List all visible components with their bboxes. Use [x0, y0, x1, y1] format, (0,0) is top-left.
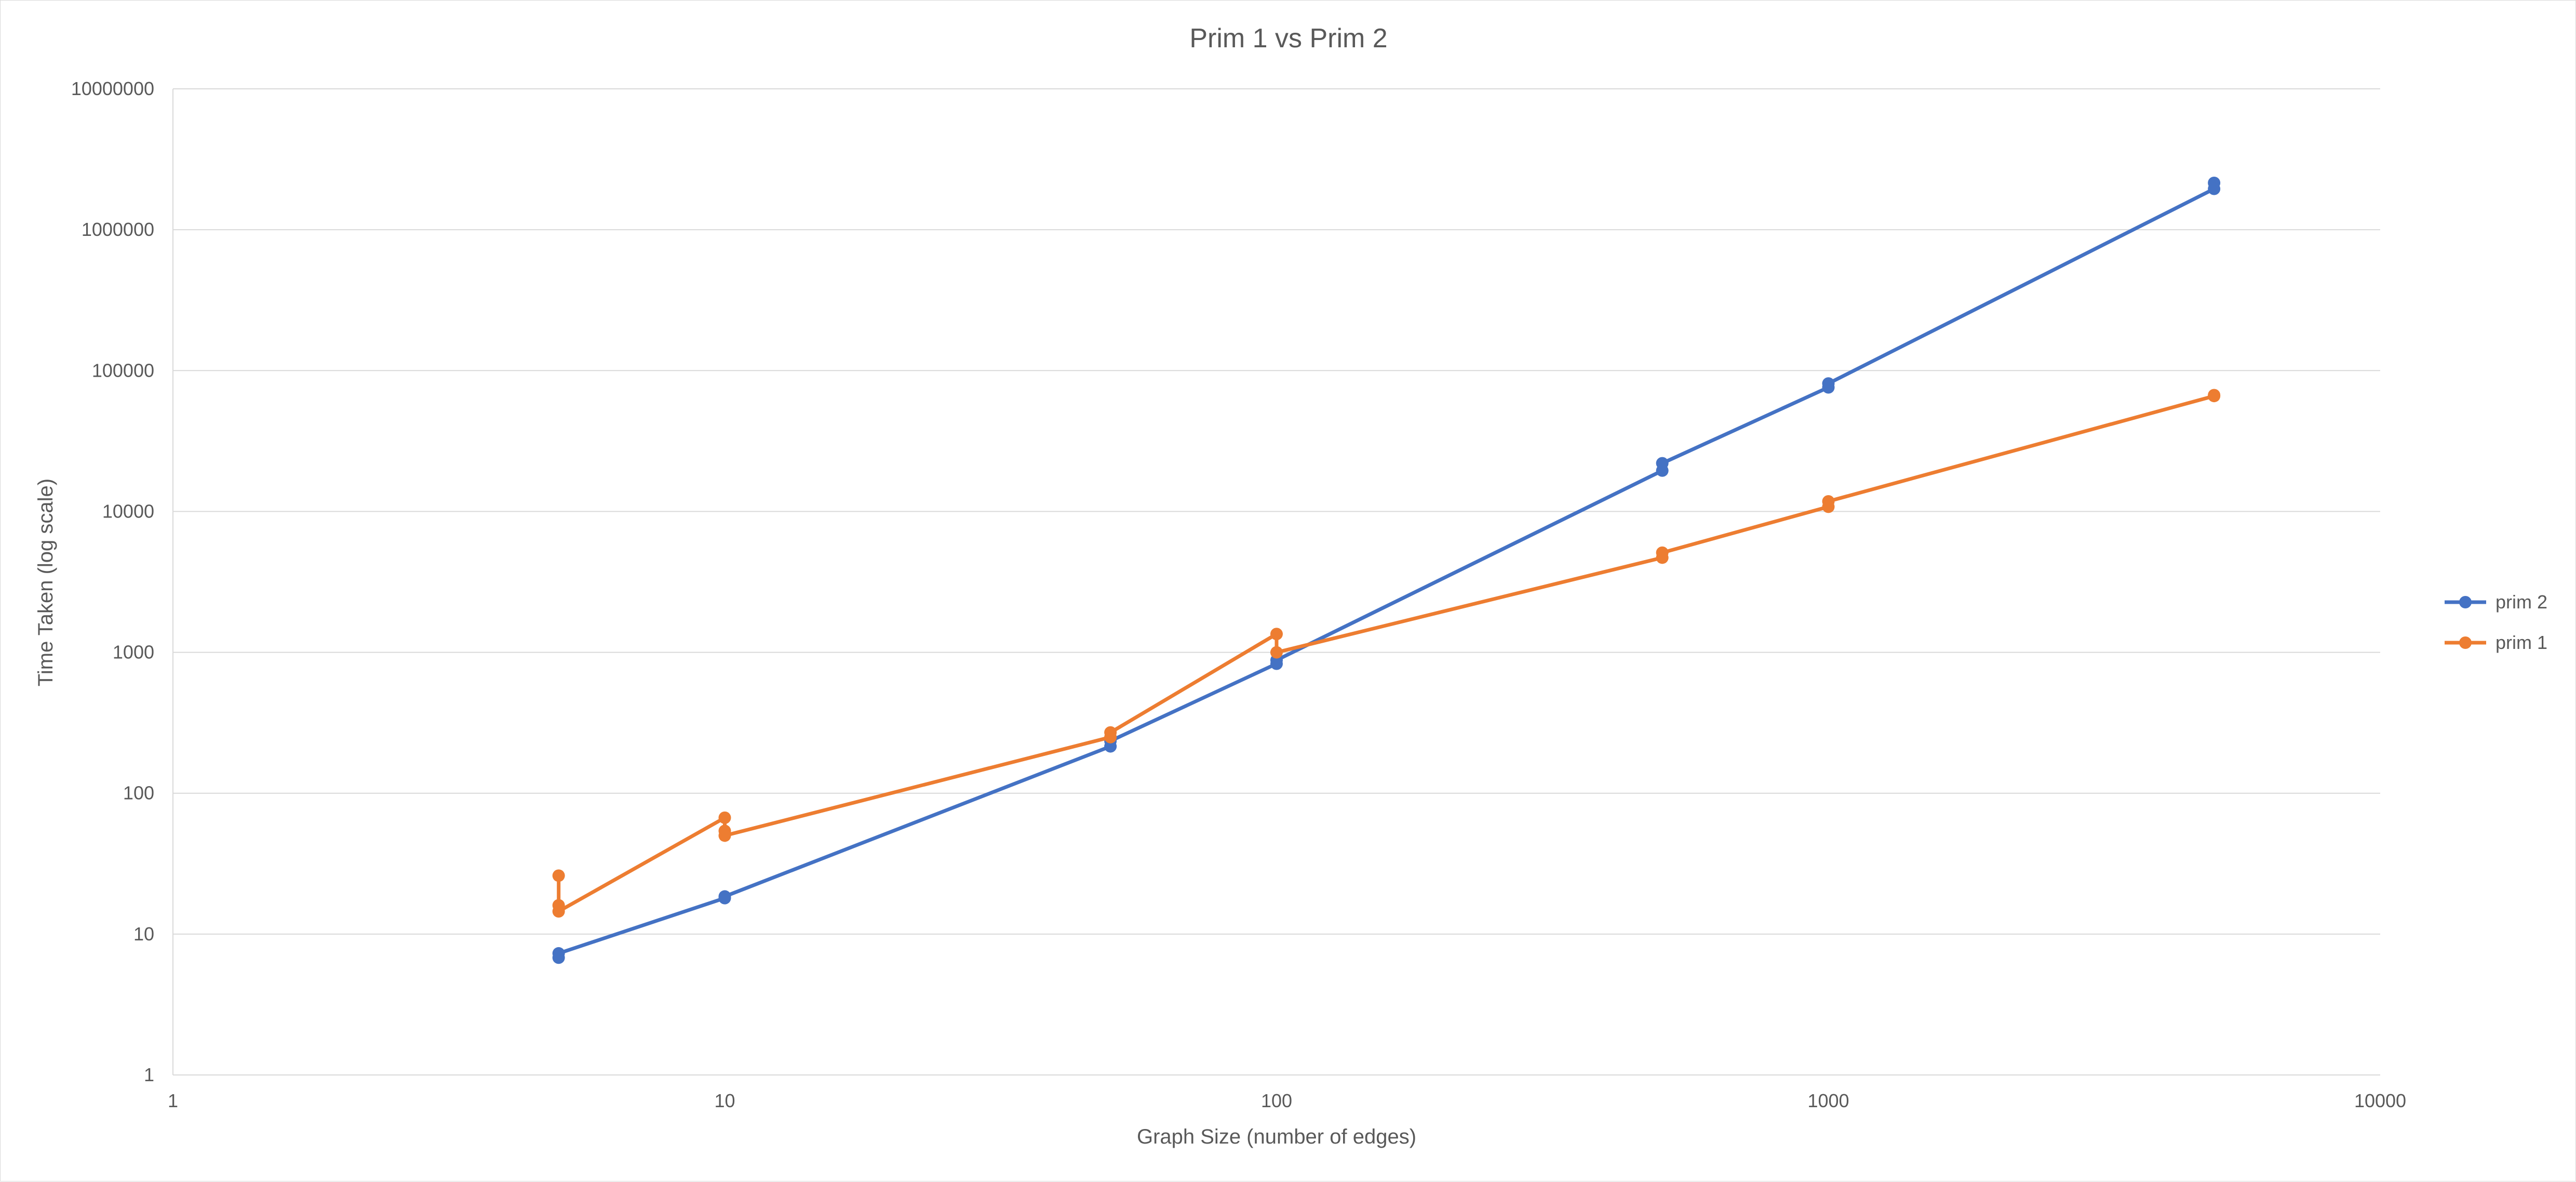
axes — [172, 89, 2380, 1075]
data-point-prim-1 — [552, 869, 565, 882]
data-point-prim-1 — [718, 829, 731, 842]
y-tick-labels: 1 10 100 1000 10000 100000 1000000 10000000 — [71, 78, 154, 1085]
data-point-prim-1 — [1104, 726, 1117, 739]
legend-label-prim-2: prim 2 — [2496, 591, 2547, 613]
series-line-prim-1 — [557, 394, 2216, 913]
x-tick-label: 10000 — [2354, 1090, 2406, 1111]
x-axis-title: Graph Size (number of edges) — [1137, 1125, 1416, 1148]
data-point-prim-2 — [1656, 457, 1669, 470]
series-prim-1 — [552, 389, 2221, 918]
legend-item-prim-1: prim 1 — [2445, 632, 2547, 653]
legend-marker-prim-1 — [2459, 636, 2472, 649]
data-point-prim-1 — [1822, 495, 1835, 508]
data-point-prim-1 — [1270, 628, 1283, 641]
y-axis-title: Time Taken (log scale) — [34, 479, 57, 686]
y-tick-label: 100 — [123, 782, 154, 804]
data-point-prim-2 — [1822, 377, 1835, 390]
data-point-prim-1 — [2208, 389, 2221, 402]
x-tick-label: 1 — [168, 1090, 178, 1111]
x-tick-label: 100 — [1261, 1090, 1292, 1111]
data-point-prim-1 — [718, 811, 731, 824]
y-tick-label: 10000 — [102, 500, 154, 522]
data-point-prim-1 — [1270, 646, 1283, 659]
legend-label-prim-1: prim 1 — [2496, 632, 2547, 653]
y-tick-label: 1000000 — [82, 219, 154, 240]
x-tick-label: 10 — [714, 1090, 735, 1111]
x-tick-label: 1000 — [1807, 1090, 1849, 1111]
data-point-prim-1 — [552, 905, 565, 918]
y-tick-label: 10 — [133, 923, 154, 945]
y-tick-label: 1000 — [113, 642, 154, 663]
series-layer — [552, 177, 2221, 964]
chart-title: Prim 1 vs Prim 2 — [1189, 23, 1387, 54]
series-line-prim-2 — [557, 183, 2216, 958]
data-point-prim-1 — [1656, 546, 1669, 559]
series-prim-2 — [552, 177, 2221, 964]
legend: prim 2 prim 1 — [2445, 591, 2547, 653]
data-point-prim-2 — [2208, 177, 2221, 190]
y-tick-label: 100000 — [92, 360, 154, 381]
gridlines — [173, 88, 2380, 935]
y-tick-label: 10000000 — [71, 78, 154, 99]
x-tick-labels: 1 10 100 1000 10000 — [168, 1090, 2406, 1111]
legend-item-prim-2: prim 2 — [2445, 591, 2547, 613]
data-point-prim-2 — [552, 947, 565, 960]
legend-marker-prim-2 — [2459, 596, 2472, 608]
data-point-prim-2 — [718, 890, 731, 903]
y-tick-label: 1 — [144, 1064, 154, 1085]
